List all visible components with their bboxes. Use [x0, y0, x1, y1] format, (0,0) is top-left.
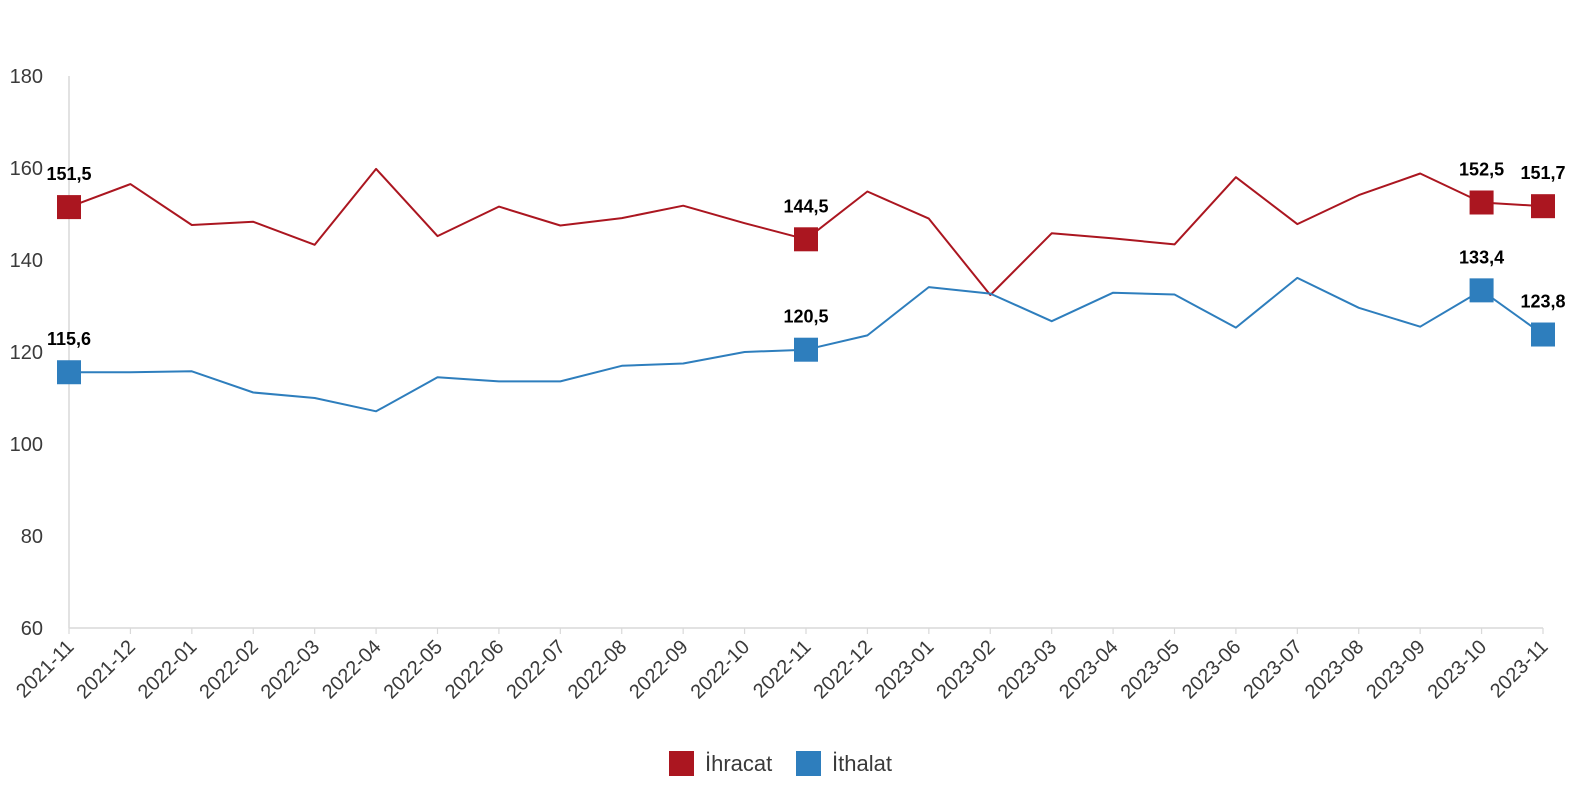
data-label: 133,4: [1459, 247, 1504, 267]
legend-swatch: [796, 751, 821, 776]
data-marker: [1469, 190, 1494, 215]
x-tick-label: 2023-10: [1424, 636, 1491, 703]
x-tick-label: 2022-06: [441, 636, 508, 703]
x-tick-label: 2022-11: [749, 636, 815, 702]
x-tick-label: 2023-04: [1055, 636, 1122, 703]
data-marker: [1469, 278, 1494, 303]
x-tick-label: 2022-04: [318, 636, 385, 703]
x-tick-label: 2023-05: [1117, 636, 1184, 703]
data-marker: [794, 337, 818, 362]
data-marker: [794, 227, 818, 252]
data-label: 151,7: [1520, 163, 1565, 183]
y-tick-label: 60: [21, 618, 43, 640]
legend: İhracat İthalat: [669, 751, 892, 776]
x-tick-label: 2023-07: [1239, 636, 1306, 703]
x-tick-label: 2022-10: [687, 636, 754, 703]
x-tick-label: 2022-01: [134, 636, 201, 703]
x-tick-label: 2023-08: [1301, 636, 1368, 703]
y-axis: 60 80 100 120 140 160 180: [10, 66, 70, 640]
x-tick-label: 2022-09: [625, 636, 692, 703]
y-tick-label: 160: [10, 158, 43, 180]
y-tick-label: 100: [10, 434, 43, 456]
data-label: 152,5: [1459, 160, 1504, 180]
data-marker: [57, 360, 81, 385]
legend-label: İthalat: [832, 751, 892, 776]
y-tick-label: 140: [10, 250, 43, 272]
x-tick-label: 2021-12: [72, 636, 139, 703]
y-tick-label: 180: [10, 66, 43, 88]
x-tick-label: 2022-12: [809, 636, 876, 703]
x-tick-label: 2022-07: [502, 636, 569, 703]
data-marker: [1531, 194, 1555, 219]
x-tick-label: 2023-01: [871, 636, 938, 703]
x-axis: 2021-112021-122022-012022-022022-032022-…: [12, 627, 1553, 703]
x-tick-label: 2023-02: [932, 636, 999, 703]
legend-label: İhracat: [705, 751, 772, 776]
data-label: 151,5: [46, 164, 91, 184]
x-tick-label: 2022-05: [380, 636, 447, 703]
data-labels: 151,5 144,5 152,5 151,7 115,6 120,5 133,4 123,8: [46, 160, 1565, 350]
data-label: 115,6: [47, 329, 91, 349]
data-markers: [57, 190, 1555, 385]
x-tick-label: 2023-03: [994, 636, 1061, 703]
data-label: 123,8: [1520, 292, 1565, 312]
data-marker: [1531, 322, 1555, 347]
data-marker: [57, 195, 81, 220]
x-tick-label: 2023-11: [1486, 636, 1552, 702]
data-label: 120,5: [783, 307, 828, 327]
x-tick-label: 2022-03: [257, 636, 324, 703]
x-tick-label: 2022-02: [195, 636, 262, 703]
x-tick-label: 2022-08: [564, 636, 631, 703]
legend-swatch: [669, 751, 694, 776]
x-tick-label: 2023-06: [1178, 636, 1245, 703]
y-tick-label: 120: [10, 342, 43, 364]
y-tick-label: 80: [21, 526, 43, 548]
x-tick-label: 2023-09: [1362, 636, 1429, 703]
data-label: 144,5: [783, 196, 828, 216]
x-tick-label: 2021-11: [12, 636, 78, 702]
